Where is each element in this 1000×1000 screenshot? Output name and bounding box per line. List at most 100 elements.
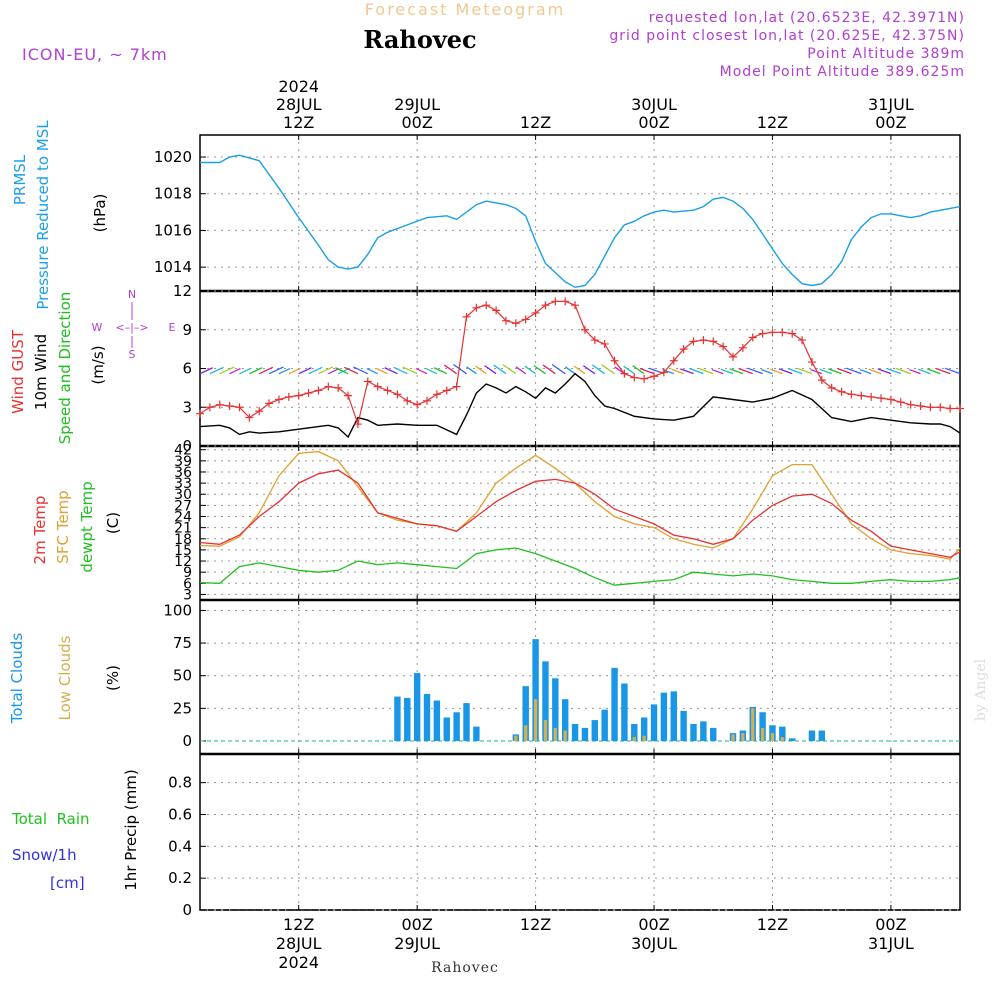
wind-gust-point [294,391,303,400]
y-tick-label: 0 [182,732,192,750]
sfc-temp-line [199,450,961,560]
wind-gust-point [738,343,747,352]
wind-direction-arrow [249,367,263,375]
time-axis-label: 12Z [520,915,551,934]
wind-gust-point [896,398,905,407]
time-axis-label: 30JUL [631,95,677,114]
total-cloud-bar [463,703,470,741]
wind-gust-point [926,403,935,412]
snow-unit: [cm] [50,874,85,892]
wind-gust-point [778,328,787,337]
t2m-label: 2m Temp [31,496,49,565]
time-axis-label: 00Z [638,915,669,934]
y-tick-label: 39 [174,454,192,470]
point-altitude: Point Altitude 389m [807,46,965,62]
wind-gust-point [827,383,836,392]
wind-direction-arrow [601,363,615,375]
compass-s: S [129,348,136,361]
wind-gust-point [590,336,599,345]
wind-gust-line [199,300,960,427]
temp-unit: (C) [104,512,122,534]
total-cloud-bar [581,727,589,741]
total-cloud-bar [789,738,796,741]
wind-direction-arrow [787,367,803,375]
wind-direction-arrow [493,364,507,375]
wind-gust-point [531,308,540,317]
y-tick-label: 25 [173,699,192,717]
y-tick-label: 15 [174,543,192,559]
dewpt-label: dewpt Temp [78,481,96,572]
total-cloud-bar [601,709,608,741]
low-cloud-bar [533,699,538,741]
low-cloud-bar [760,727,765,741]
wind-direction-arrow [671,368,684,375]
wind-direction-arrow [926,368,941,375]
wind-direction-arrow [935,367,951,375]
wind-gust-point [393,390,402,399]
y-tick-label: 3 [183,587,192,603]
compass-rose: N S W E <–|–> [92,288,176,361]
wind-gust-point [600,339,609,348]
precip-panel: 0 0.2 0.4 0.6 0.8 [168,754,960,919]
wind-direction-arrow [533,365,546,375]
wind-gust-point [452,382,461,391]
y-tick-label: 6 [182,360,192,378]
wind-direction-arrow [268,366,284,375]
wind-direction-arrow [366,368,378,375]
wind-direction-arrow [466,366,477,375]
wind-direction-arrow [868,368,882,375]
wind-direction-arrow [886,367,902,375]
wind-gust-point [551,297,560,306]
sfc-temp-label: SFC Temp [54,490,72,563]
wind-direction-arrow [592,364,606,375]
wind-gust-point [768,328,777,337]
wind-gust-point [620,369,629,378]
wind-gust-point [521,315,530,324]
total-cloud-bar [640,717,648,741]
total-cloud-bar [818,730,826,741]
y-tick-label: 21 [174,521,192,537]
wind-direction-arrow [639,367,655,375]
time-axis-label: 00Z [875,113,906,132]
wind-10m-label: 10m Wind [32,334,50,410]
wind-gust-point [284,392,293,401]
wind-direction-arrow [433,367,448,375]
wind-gust-point [906,400,915,409]
wind-gust-point [630,373,639,382]
y-tick-label: 1014 [154,258,192,276]
prmsl-label: PRMSL [11,154,29,205]
wind-gust-point [571,301,580,310]
time-axis-label: 00Z [401,113,432,132]
total-cloud-bar [759,712,766,741]
wind-direction-arrow [729,368,744,375]
y-tick-label: 0 [182,437,192,455]
clouds-panel: 0 25 50 75 100 [163,600,960,754]
wind-direction-arrow [810,368,823,375]
wind-gust-point [728,352,737,361]
requested-coords: requested lon,lat (20.6523E, 42.3971N) [649,10,965,26]
wind-gust-point [413,400,422,409]
wind-gust-point [511,319,520,328]
wind-direction-arrow [502,363,517,375]
wind-direction-arrow [697,367,714,375]
y-tick-label: 50 [173,667,192,685]
snow-label: Snow/1h [12,846,77,864]
wind-direction-arrow [582,365,596,375]
wind-gust-point [482,301,491,310]
low-cloud-bar [731,734,735,741]
wind-direction-arrow [298,367,312,375]
y-tick-label: 30 [174,487,192,503]
wind-direction-arrow [944,367,961,375]
y-tick-label: 0.6 [168,805,192,823]
total-cloud-bar [561,699,569,741]
total-clouds-label: Total Clouds [8,633,26,725]
low-cloud-bar [514,735,518,741]
wind-gust-point [383,386,392,395]
low-cloud-bar [780,737,784,741]
total-cloud-bar [779,726,786,741]
wind-gust-point [432,390,441,399]
total-cloud-bar [650,704,658,741]
wind-gust-point [462,312,471,321]
